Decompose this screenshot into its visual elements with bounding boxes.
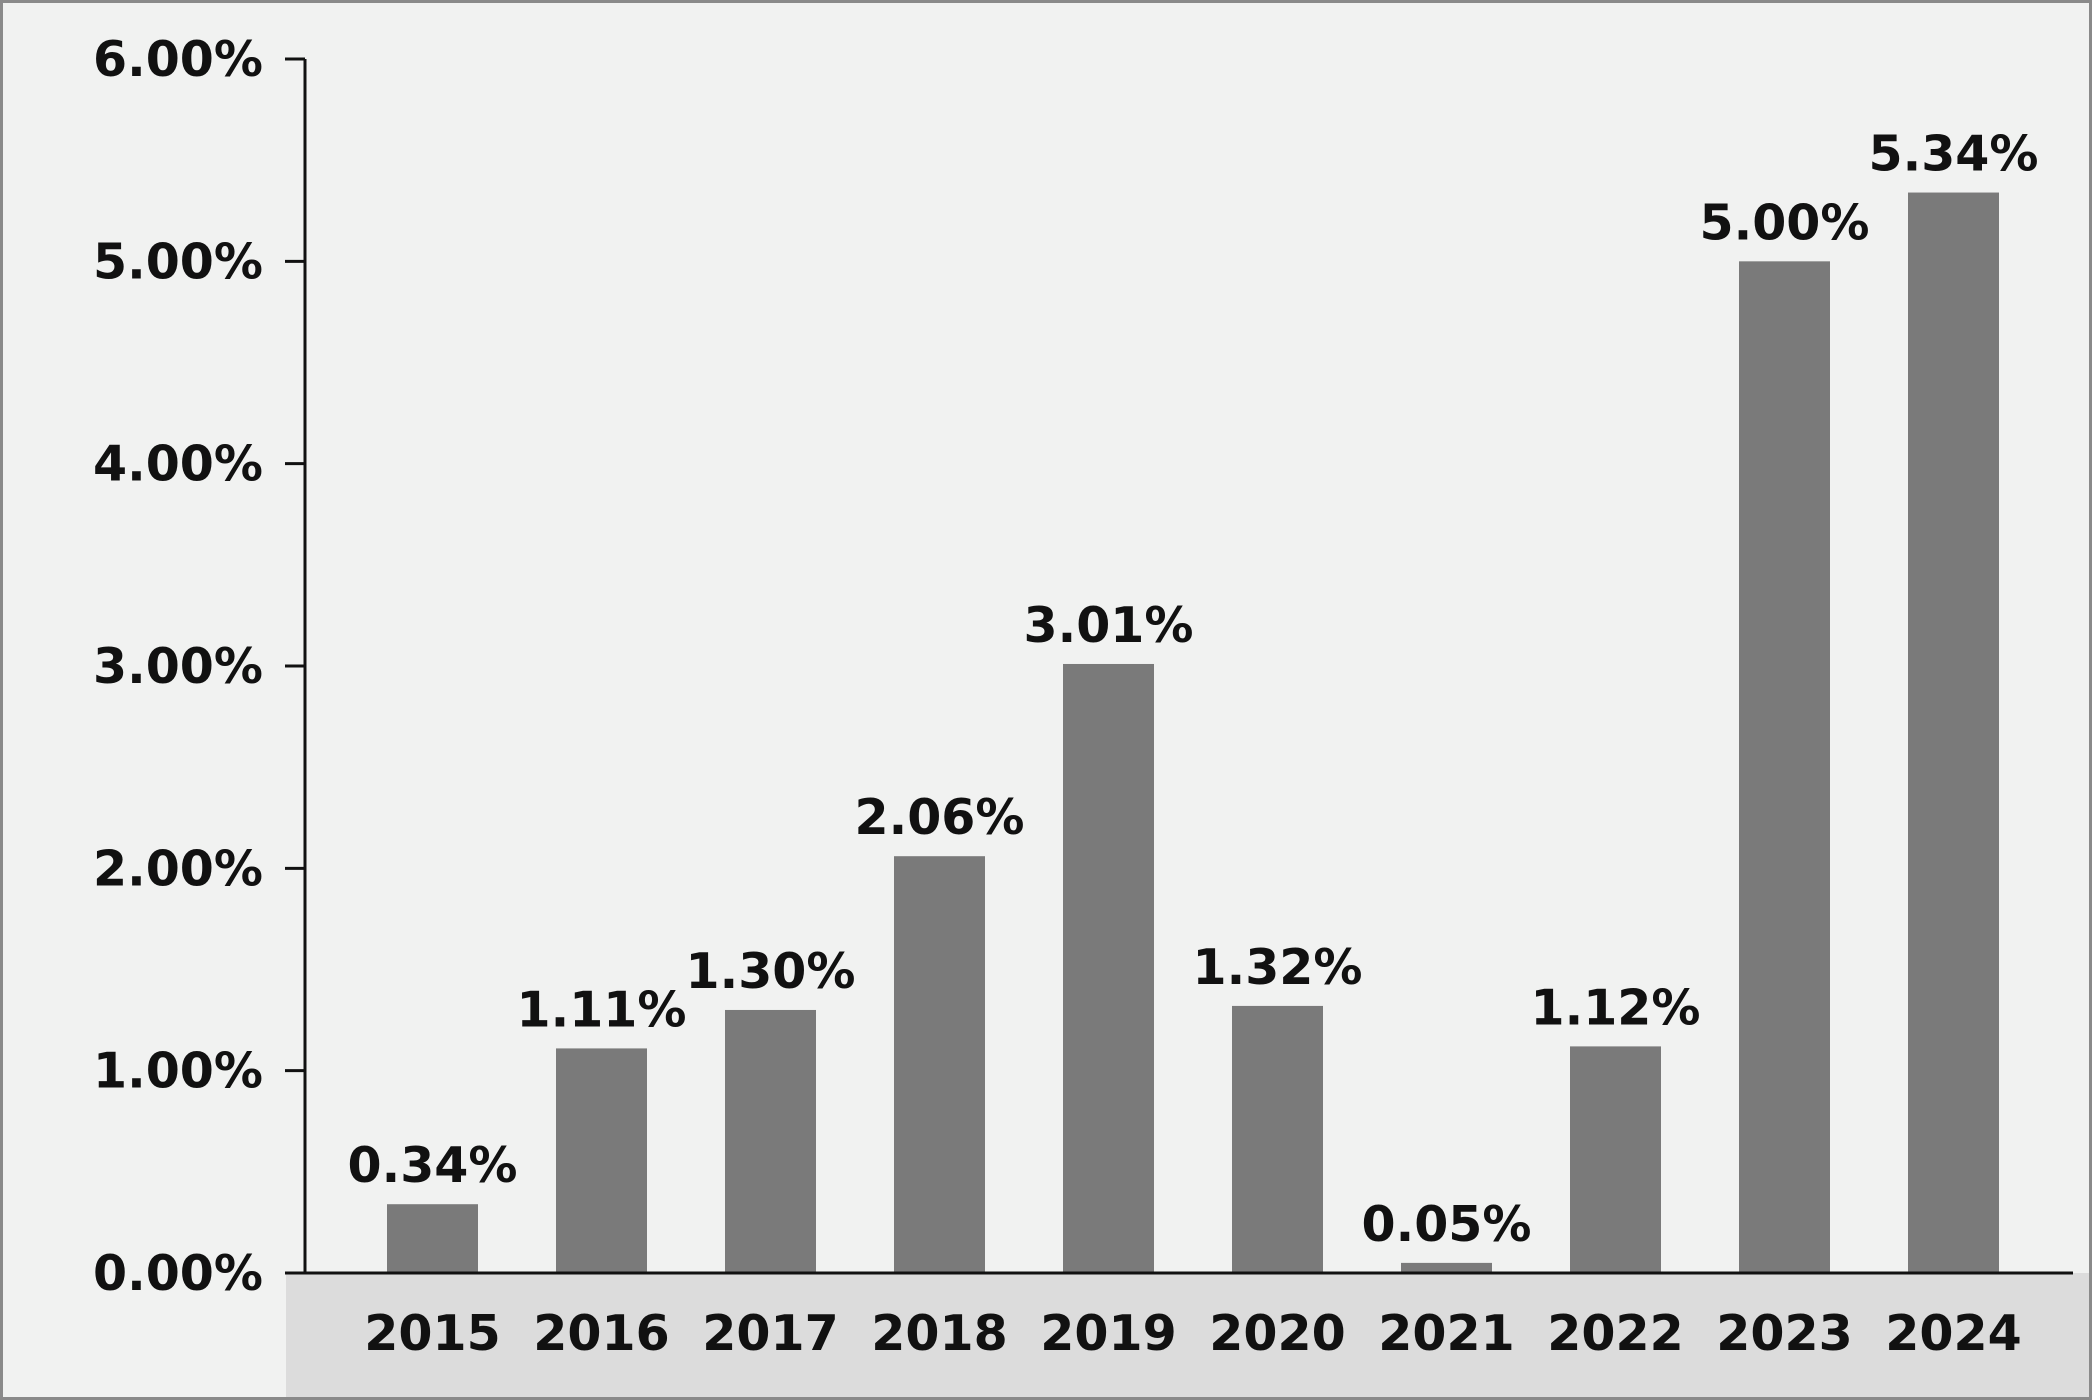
data-label-2015: 0.34% bbox=[348, 1137, 518, 1194]
x-tick-label-2018: 2018 bbox=[871, 1305, 1007, 1362]
x-tick-label-2019: 2019 bbox=[1040, 1305, 1176, 1362]
data-label-2019: 3.01% bbox=[1024, 597, 1194, 654]
y-tick-label: 0.00% bbox=[93, 1245, 263, 1302]
bar-2015 bbox=[387, 1204, 478, 1273]
bar-2017 bbox=[725, 1009, 816, 1273]
data-label-2020: 1.32% bbox=[1193, 939, 1363, 996]
data-label-2022: 1.12% bbox=[1531, 979, 1701, 1036]
data-label-2018: 2.06% bbox=[855, 789, 1025, 846]
data-label-2021: 0.05% bbox=[1362, 1196, 1532, 1253]
y-tick-label: 4.00% bbox=[93, 436, 263, 493]
x-tick-label-2024: 2024 bbox=[1885, 1305, 2021, 1362]
x-tick-label-2016: 2016 bbox=[533, 1305, 669, 1362]
x-tick-label-2015: 2015 bbox=[364, 1305, 500, 1362]
y-axis-ticks: 0.00% 1.00% 2.00% 3.00% 4.00% 5.00% 6.00% bbox=[93, 31, 305, 1302]
bar-2024 bbox=[1908, 192, 1999, 1273]
bar-2019 bbox=[1063, 663, 1154, 1273]
x-axis-labels-group: 2015 2016 2017 2018 2019 2020 2021 2022 2023 2024 bbox=[364, 1305, 2021, 1362]
bar-2020 bbox=[1232, 1005, 1323, 1273]
bar-chart: 0.00% 1.00% 2.00% 3.00% 4.00% 5.00% 6.00% 0.34… bbox=[93, 31, 2089, 1397]
x-tick-label-2023: 2023 bbox=[1716, 1305, 1852, 1362]
x-tick-label-2020: 2020 bbox=[1209, 1305, 1345, 1362]
bar-2018 bbox=[894, 856, 985, 1273]
value-labels-group: 0.34% 1.11%1.30% 2.06% 3.01% 1.32% 0.05% 1.12%… bbox=[348, 126, 2039, 1253]
y-tick-label: 1.00% bbox=[93, 1043, 263, 1100]
y-tick-label: 3.00% bbox=[93, 638, 263, 695]
x-axis-band bbox=[286, 1273, 2089, 1397]
data-label-2024: 5.34% bbox=[1869, 126, 2039, 183]
x-tick-label-2022: 2022 bbox=[1547, 1305, 1683, 1362]
bar-2022 bbox=[1570, 1046, 1661, 1273]
data-label-2017: 1.30% bbox=[686, 943, 856, 1000]
bar-2016 bbox=[556, 1048, 647, 1273]
y-tick-label: 6.00% bbox=[93, 31, 263, 88]
data-label-2016: 1.11% bbox=[517, 981, 687, 1038]
bars-group bbox=[387, 192, 1999, 1273]
x-tick-label-2017: 2017 bbox=[702, 1305, 838, 1362]
bar-2021 bbox=[1401, 1262, 1492, 1273]
bar-2023 bbox=[1739, 261, 1830, 1273]
y-tick-label: 2.00% bbox=[93, 840, 263, 897]
x-tick-label-2021: 2021 bbox=[1378, 1305, 1514, 1362]
y-tick-label: 5.00% bbox=[93, 233, 263, 290]
data-label-2023: 5.00% bbox=[1700, 194, 1870, 251]
